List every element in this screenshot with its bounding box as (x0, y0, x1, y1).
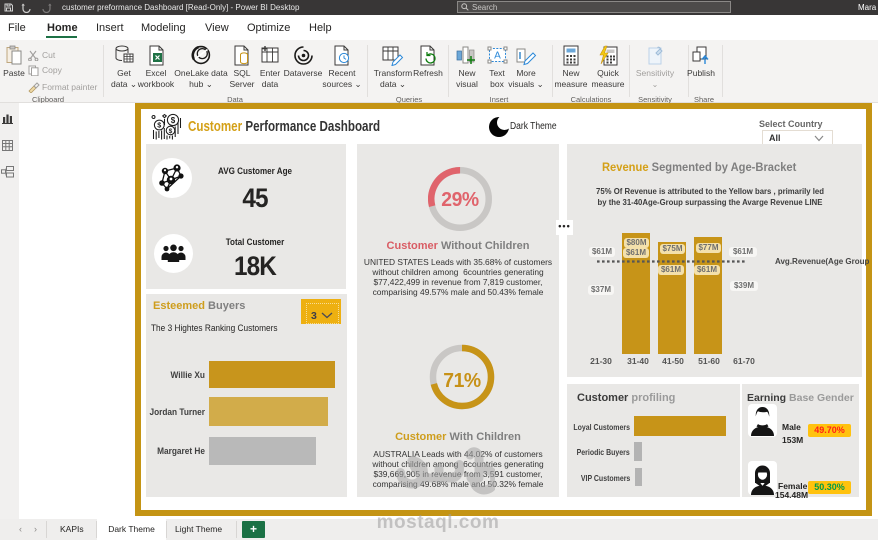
svg-text:$: $ (171, 116, 176, 125)
svg-text:A: A (494, 51, 501, 62)
svg-text:$: $ (169, 128, 173, 135)
svg-text:$: $ (157, 121, 161, 130)
